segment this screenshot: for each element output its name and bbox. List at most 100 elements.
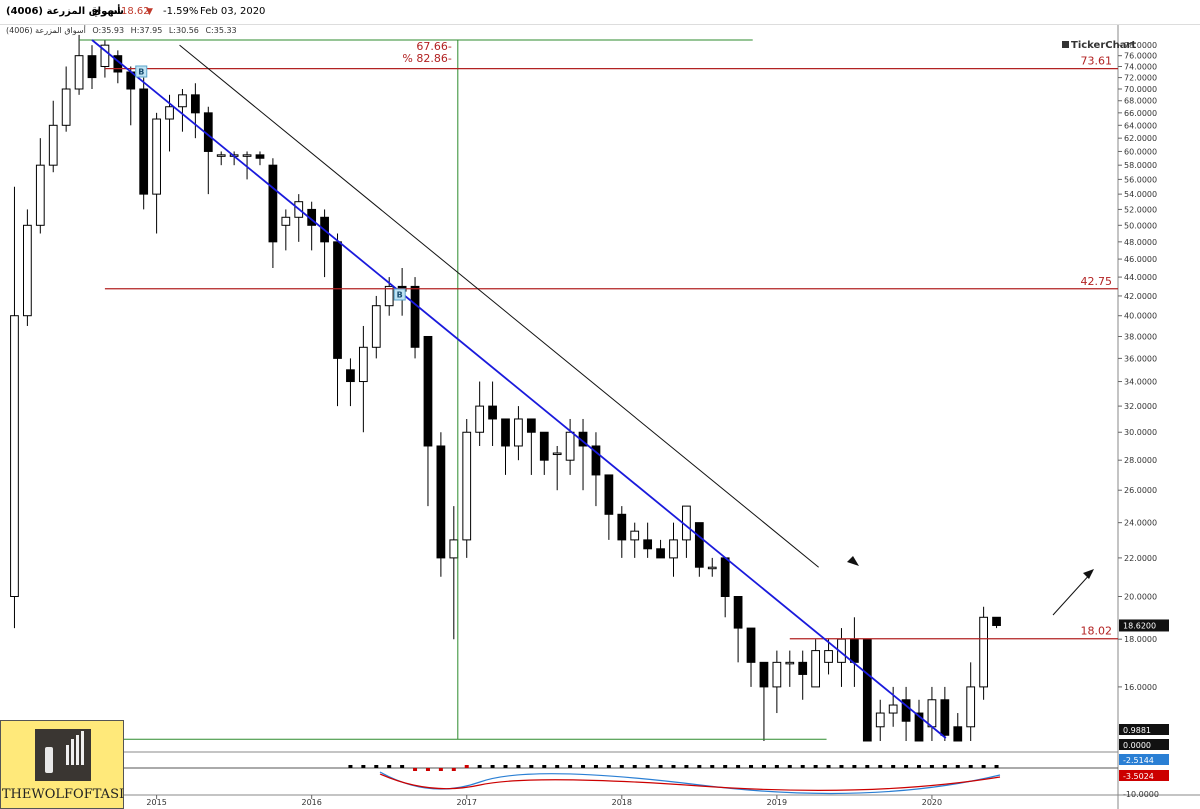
candle-body (746, 627, 756, 663)
indicator-bar (451, 768, 456, 771)
x-tick-label: 2016 (301, 798, 321, 807)
indicator-bar (348, 765, 353, 768)
candle-body (785, 661, 795, 665)
y-tick-label: 34.0000 (1124, 378, 1157, 387)
indicator-value-tag (1119, 754, 1169, 765)
indicator-value-tag (1119, 770, 1169, 781)
candle-body (552, 452, 562, 456)
candle-body (850, 638, 859, 663)
indicator-line-red (379, 773, 1001, 791)
x-tick-label: 2018 (612, 798, 632, 807)
indicator-bar (413, 768, 418, 771)
indicator-bar (749, 765, 754, 768)
indicator-bar (387, 765, 392, 768)
y-tick-label: 64.0000 (1124, 121, 1157, 130)
signal-badge (393, 288, 406, 301)
candle-body (449, 539, 459, 559)
candle-body (35, 164, 45, 226)
indicator-bar (800, 765, 805, 768)
indicator-bar (813, 765, 818, 768)
candle-body (888, 704, 898, 714)
candle-body (165, 106, 174, 120)
indicator-bar (438, 768, 443, 771)
candle-body (604, 474, 614, 515)
candle-body (475, 405, 485, 433)
ohlc-symbol: أسواق المزرعة (4006) (6, 26, 86, 35)
indicator-value-label: 0.0000 (1123, 741, 1151, 750)
down-arrow-icon: ▼ (146, 7, 153, 17)
y-tick-label: 16.0000 (1124, 683, 1157, 692)
time-axis: 2015 2016 2017 2018 2019 2020 (146, 795, 942, 807)
indicator-bar (839, 765, 844, 768)
candle-body (74, 55, 84, 90)
y-tick-label: 18.0000 (1124, 635, 1157, 644)
indicator-bar (658, 765, 663, 768)
candle-body (759, 661, 769, 688)
candle-body (992, 616, 1001, 626)
indicator-bar (361, 765, 366, 768)
candle-body (346, 369, 355, 383)
y-tick-label: 62.0000 (1124, 134, 1157, 143)
y-tick-label: 50.0000 (1124, 221, 1157, 230)
candle-body (216, 154, 226, 157)
indicator-bar (581, 765, 586, 768)
candle-body (966, 686, 976, 728)
indicator-bar (529, 765, 534, 768)
candle-body (772, 661, 782, 688)
candle-body (488, 405, 497, 420)
indicator-panel: 0.9881 0.0000 -2.5144 -3.5024 -10.0000 (0, 724, 1169, 799)
indicator-bar (787, 765, 792, 768)
brand-logo: TickerChart (1062, 40, 1136, 51)
symbol-name: أسواق المزرعة (4006) (6, 6, 121, 17)
indicator-bar (968, 765, 973, 768)
indicator-bar (477, 765, 482, 768)
change-percent: -1.59% (163, 6, 199, 17)
arrow-head-up-icon (1083, 569, 1094, 579)
indicator-bar (464, 765, 469, 768)
indicator-bar (981, 765, 986, 768)
candle-body (539, 431, 549, 461)
candle-body (242, 154, 252, 157)
indicator-bar (542, 765, 547, 768)
level-label: 42.75 (1081, 275, 1113, 288)
brand-text: TickerChart (1071, 40, 1137, 51)
indicator-bar (826, 765, 831, 768)
indicator-bar (555, 765, 560, 768)
indicator-bar (632, 765, 637, 768)
y-tick-label: 76.0000 (1124, 52, 1157, 61)
candle-body (979, 616, 988, 688)
date-label: Feb 03, 2020 (200, 6, 266, 17)
y-tick-label: 74.0000 (1124, 62, 1157, 71)
y-tick-label: 24.0000 (1124, 519, 1157, 528)
last-price-tag (1119, 619, 1169, 632)
y-tick-label: 42.0000 (1124, 292, 1157, 301)
last-price-text: 18.6200 (1123, 621, 1156, 630)
chart-header: أسواق المزرعة (4006) شهري 18.62 ▼ -1.59%… (0, 0, 1200, 25)
candle-body (255, 154, 265, 159)
candle-body (811, 650, 821, 688)
candle-body (514, 418, 523, 447)
indicator-bar (917, 765, 922, 768)
indicator-bar (671, 765, 676, 768)
candle-body (824, 650, 833, 663)
ohlc-high: H:37.95 (130, 26, 163, 35)
logo-text: THEWOLFOFTASI (1, 787, 125, 802)
y-tick-label: 30.0000 (1124, 428, 1157, 437)
y-tick-label: 22.0000 (1124, 554, 1157, 563)
indicator-bar (400, 765, 405, 768)
x-tick-label: 2017 (457, 798, 477, 807)
y-tick-label: 32.0000 (1124, 402, 1157, 411)
y-tick-label: 68.0000 (1124, 97, 1157, 106)
candle-body (61, 88, 71, 126)
indicator-line-blue (379, 771, 1001, 795)
indicator-bar (619, 765, 624, 768)
candle-body (914, 712, 924, 742)
price-axis: 16.0000 18.0000 20.0000 22.0000 24.0000 26.00… (1118, 41, 1169, 692)
candles-group (10, 34, 1001, 742)
signal-badge (135, 65, 148, 78)
candle-body (669, 539, 678, 559)
indicator-bar (761, 765, 766, 768)
indicator-bar (684, 765, 689, 768)
indicator-value-label: -10.0000 (1123, 790, 1159, 799)
